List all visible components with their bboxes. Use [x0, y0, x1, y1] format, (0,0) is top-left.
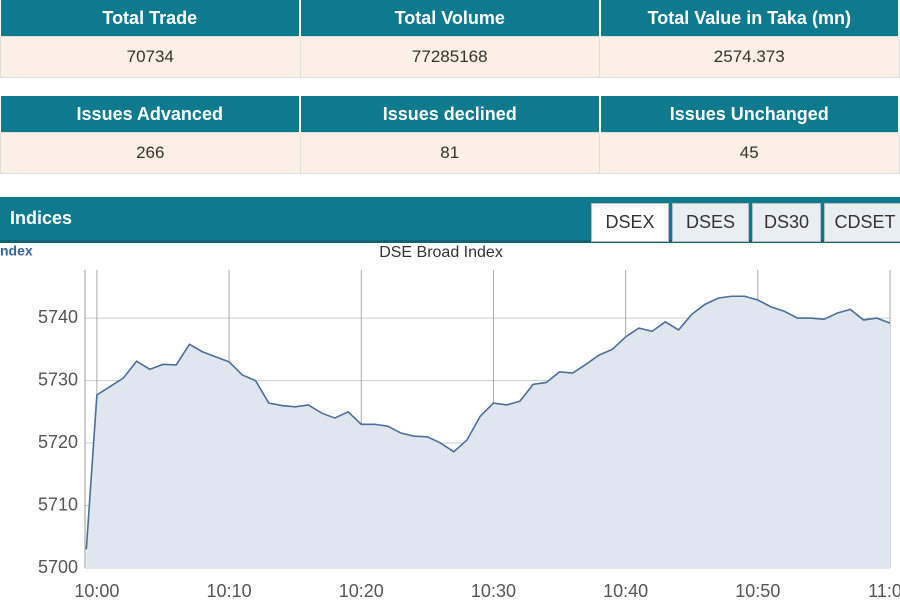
y-tick-label: 5720 — [38, 432, 78, 452]
y-tick-label: 5730 — [38, 369, 78, 389]
tab[interactable]: DS30 — [752, 203, 821, 242]
x-tick-label: 10:10 — [207, 581, 252, 600]
issues-table: Issues Advanced Issues declined Issues Unc… — [0, 96, 900, 174]
value-cell: 266 — [0, 132, 301, 174]
header-cell: Issues declined — [300, 96, 601, 133]
y-tick-label: 5700 — [38, 557, 78, 577]
value-cell: 70734 — [0, 36, 301, 78]
x-tick-label: 10:00 — [74, 581, 119, 600]
x-tick-label: 10:40 — [603, 581, 648, 600]
indices-bar: Indices DSEX DSES DS30 CDSET — [0, 197, 900, 243]
y-tick-label: 5740 — [38, 307, 78, 327]
x-tick-label: 10:30 — [471, 581, 516, 600]
header-cell: Total Volume — [300, 0, 601, 37]
line — [85, 295, 891, 550]
tab[interactable]: CDSET — [824, 203, 900, 242]
value-cell: 77285168 — [299, 36, 600, 78]
x-tick-label: 10:50 — [735, 581, 780, 600]
tab[interactable]: DSEX — [591, 203, 669, 242]
index-link[interactable]: ndex — [0, 243, 33, 259]
section-title: Indices — [10, 208, 73, 228]
value-cell: 2574.373 — [599, 36, 900, 78]
chart: ndex DSE Broad Index 5700 5710 5720 5730 574… — [0, 243, 900, 600]
chart-title: DSE Broad Index — [379, 244, 503, 261]
value-cell: 45 — [599, 132, 900, 174]
x-tick-label: 11:00 — [868, 581, 900, 600]
x-tick-label: 10:20 — [339, 581, 384, 600]
tab[interactable]: DSES — [672, 203, 749, 242]
header-cell: Issues Advanced — [0, 96, 301, 133]
y-tick-label: 5710 — [38, 494, 78, 514]
value-cell: 81 — [299, 132, 600, 174]
summary-table: Total Trade Total Volume Total Value in Ta… — [0, 0, 900, 78]
area — [86, 296, 890, 568]
header-cell: Issues Unchanged — [599, 96, 900, 133]
header-cell: Total Value in Taka (mn) — [599, 0, 900, 37]
header-cell: Total Trade — [0, 0, 301, 37]
